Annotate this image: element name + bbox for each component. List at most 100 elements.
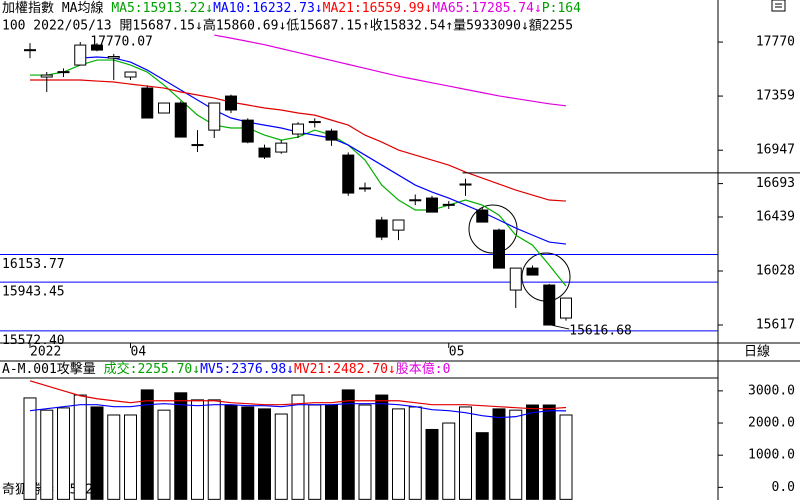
volume-bar — [392, 408, 405, 500]
volume-bar — [425, 428, 439, 500]
candle-body — [208, 102, 221, 131]
candle-body — [191, 144, 204, 147]
header-line: 加權指數 MA均線 MA5:15913.22↓MA10:16232.73↓MA2… — [2, 0, 581, 16]
candle-body — [40, 74, 53, 78]
candle-body — [476, 209, 489, 223]
volume-bar — [90, 406, 104, 500]
y-tick-label: 17770 — [756, 35, 795, 50]
menu-icon[interactable] — [771, 0, 786, 12]
header-segment: MA5:15913.22↓ — [111, 1, 213, 16]
candle-body — [57, 71, 70, 74]
candle-body — [526, 267, 539, 276]
reference-label: 15572.40 — [2, 333, 65, 348]
volume-bar — [174, 392, 188, 500]
y-tick-label: 2000.0 — [748, 416, 795, 431]
ma-line — [29, 380, 567, 410]
volume-bar — [140, 389, 154, 500]
volume-bar — [241, 406, 255, 500]
candle-body — [426, 197, 438, 213]
volume-bar — [325, 404, 338, 500]
candle-body — [442, 203, 455, 206]
candle-body — [124, 71, 137, 78]
candle-body — [560, 297, 572, 319]
header-line: A-M.001攻擊量 成交:2255.70↓MV5:2376.98↓MV21:2… — [2, 361, 450, 377]
y-tick-label: 0.0 — [772, 480, 795, 495]
header-segment: A-M.001攻擊量 — [2, 361, 104, 377]
candle-body — [174, 102, 187, 138]
volume-bar — [291, 394, 305, 500]
volume-bar — [308, 404, 322, 500]
candle-body — [375, 219, 388, 238]
volume-bar — [274, 413, 288, 500]
candle-body — [493, 229, 505, 269]
candle-body — [342, 154, 355, 194]
header-segment: MV21:2482.70↓ — [294, 362, 396, 377]
y-tick-label: 16439 — [756, 209, 795, 224]
candle-body — [325, 130, 338, 141]
ma-line — [30, 79, 567, 202]
volume-bar — [375, 394, 389, 500]
candle-body — [509, 267, 522, 291]
volume-bar — [526, 404, 539, 500]
volume-bar — [459, 406, 472, 500]
y-tick-label: 1000.0 — [748, 448, 795, 463]
y-tick-label: 16947 — [756, 143, 795, 158]
high-label: 17770.07 — [90, 35, 153, 50]
candle-body — [275, 142, 288, 153]
volume-bar — [475, 432, 489, 500]
y-tick-label: 3000.0 — [748, 383, 795, 398]
volume-bar — [124, 414, 137, 500]
ma-line — [214, 34, 567, 107]
candle-body — [292, 123, 304, 135]
reference-label: 16153.77 — [2, 257, 65, 272]
candle-body — [91, 44, 103, 51]
candle-body — [141, 87, 154, 119]
candle-body — [258, 147, 271, 158]
y-tick-label: 16693 — [756, 176, 795, 191]
volume-bar — [559, 414, 573, 500]
low-pointer — [551, 324, 570, 330]
candle-body — [24, 49, 36, 52]
header-segment: MA21:16559.99↓ — [323, 1, 433, 16]
volume-bar — [191, 399, 204, 500]
header-segment: P:164 — [542, 1, 581, 16]
header-segment: 成交:2255.70↓ — [104, 361, 200, 377]
candle-body — [409, 199, 422, 202]
candle-body — [225, 95, 237, 111]
candle-body — [308, 121, 321, 124]
volume-bar — [57, 407, 70, 500]
volume-bar — [107, 414, 121, 500]
period-label: 日線 — [744, 344, 770, 360]
volume-bar — [258, 408, 271, 500]
candle-body — [392, 219, 405, 231]
header-segment: MA10:16232.73↓ — [213, 1, 323, 16]
volume-bar — [341, 389, 355, 500]
volume-bar — [509, 409, 523, 500]
x-tick-label: 2022 — [30, 345, 61, 360]
y-tick-label: 15617 — [756, 318, 795, 333]
candle-body — [107, 56, 120, 59]
candle-body — [158, 102, 170, 114]
y-tick-label: 16028 — [756, 263, 795, 278]
header-segment: 股本億:0 — [396, 361, 451, 377]
low-label: 15616.68 — [569, 324, 632, 339]
candle-body — [359, 187, 371, 190]
volume-bar — [207, 399, 221, 500]
header-segment: 加權指數 MA均線 — [2, 0, 111, 16]
x-tick-label: 05 — [449, 345, 465, 360]
price-plot: 16153.77 15943.45 15572.40 — [0, 34, 718, 348]
volume-bar — [73, 394, 87, 500]
volume-bar — [542, 404, 556, 500]
candle-body — [241, 119, 254, 143]
candle-body — [543, 284, 556, 326]
header-segment: MV5:2376.98↓ — [200, 362, 294, 377]
x-tick-label: 04 — [131, 345, 147, 360]
volume-bar — [492, 408, 506, 500]
volume-bar — [157, 409, 171, 500]
volume-bar — [23, 397, 37, 500]
info-line: 100 2022/05/13 開15687.15↓高15860.69↓低1568… — [2, 18, 573, 34]
volume-bar — [408, 406, 422, 500]
volume-bar — [358, 404, 372, 500]
candle-body — [459, 183, 472, 186]
